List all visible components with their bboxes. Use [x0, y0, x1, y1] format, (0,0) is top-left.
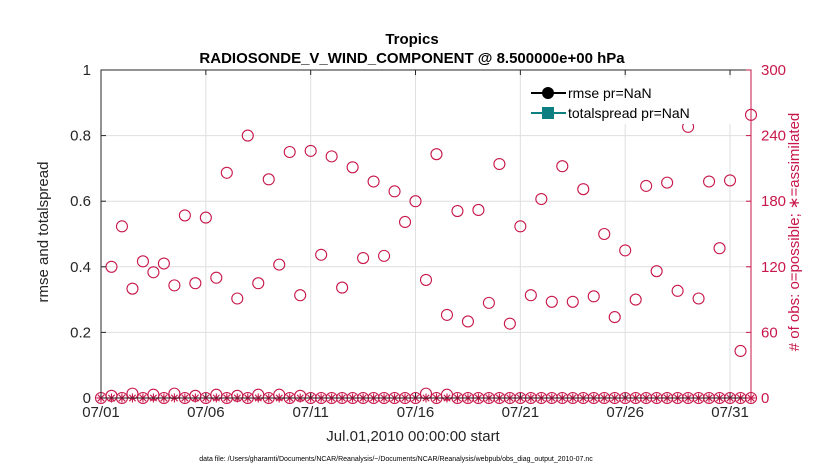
obs-possible-marker [346, 161, 359, 174]
y-right-tick-label: 180 [761, 193, 786, 210]
obs-possible-marker [157, 257, 170, 270]
obs-possible-marker [577, 183, 590, 196]
obs-possible-marker [503, 317, 516, 330]
obs-possible-marker [482, 296, 495, 309]
obs-possible-marker [367, 175, 380, 188]
legend-box [522, 78, 734, 124]
obs-possible-marker [178, 209, 191, 222]
x-axis-label: Jul.01,2010 00:00:00 start [326, 428, 500, 445]
y-left-tick-label: 0.8 [70, 128, 91, 145]
legend-entry-totalspread: totalspread pr=NaN [531, 105, 690, 121]
obs-possible-marker [294, 289, 307, 302]
obs-possible-marker [556, 160, 569, 173]
obs-possible-marker [723, 174, 737, 187]
obs-possible-marker [252, 277, 265, 290]
x-tick-label: 07/21 [502, 404, 540, 421]
legend-totalspread-marker [542, 107, 554, 119]
obs-possible-marker [734, 344, 747, 358]
obs-possible-marker [566, 295, 579, 308]
legend: rmse pr=NaN totalspread pr=NaN [522, 78, 734, 124]
obs-possible-marker [640, 179, 653, 192]
obs-possible-marker [472, 203, 485, 216]
obs-possible-marker [168, 279, 181, 292]
legend-totalspread-label: totalspread pr=NaN [568, 105, 690, 121]
obs-possible-marker [336, 281, 349, 294]
obs-possible-marker [126, 282, 139, 295]
legend-entry-rmse: rmse pr=NaN [531, 85, 652, 101]
obs-possible-marker [315, 248, 328, 261]
x-tick-label: 07/16 [397, 404, 435, 421]
x-tick-label: 07/06 [187, 404, 225, 421]
obs-possible-marker [262, 173, 275, 186]
obs-possible-marker [409, 195, 422, 208]
y-axis-right-label: # of obs: o=possible; ∗=assimilated [786, 113, 803, 352]
obs-possible-marker [598, 227, 611, 241]
obs-possible-marker [199, 211, 212, 224]
obs-possible-marker [524, 289, 537, 302]
y-right-tick-label: 120 [761, 259, 786, 276]
obs-possible-marker [136, 255, 149, 268]
obs-possible-marker [629, 293, 642, 306]
obs-possible-marker [713, 242, 726, 255]
x-tick-label: 07/11 [292, 404, 328, 421]
obs-possible-marker [535, 192, 548, 206]
obs-possible-marker [115, 220, 129, 233]
obs-possible-marker [220, 166, 233, 179]
obs-possible-marker [388, 185, 401, 198]
y-left-tick-label: 0.4 [70, 259, 91, 276]
y-right-tick-label: 60 [761, 324, 778, 341]
obs-possible-marker [430, 148, 443, 161]
y-right-tick-label: 240 [761, 128, 786, 145]
obs-possible-marker [671, 284, 684, 297]
obs-possible-marker [451, 204, 464, 218]
data-markers [94, 108, 758, 405]
obs-possible-marker [378, 249, 391, 262]
obs-possible-marker [147, 266, 160, 279]
chart-title-line2: RADIOSONDE_V_WIND_COMPONENT @ 8.500000e+… [199, 50, 625, 67]
obs-possible-marker [273, 258, 286, 271]
x-tick-label: 07/31 [711, 404, 749, 421]
obs-possible-marker [440, 308, 454, 321]
legend-rmse-marker [542, 87, 554, 99]
obs-possible-marker [545, 295, 558, 308]
axis-ticks: 07/01 07/06 07/11 07/16 07/21 07/26 07/31 0 0 0.2… [70, 62, 786, 421]
y-right-tick-label: 300 [761, 62, 786, 79]
obs-possible-marker [493, 157, 506, 171]
obs-possible-marker [661, 176, 674, 189]
obs-possible-marker [210, 271, 223, 284]
obs-possible-marker [461, 315, 474, 328]
obs-possible-marker [419, 273, 433, 286]
obs-possible-marker [703, 175, 716, 188]
chart-title-line1: Tropics [385, 31, 438, 48]
y-left-tick-label: 0 [83, 390, 91, 407]
x-tick-label: 07/01 [82, 404, 120, 421]
obs-possible-marker [189, 277, 202, 290]
obs-possible-marker [231, 292, 244, 305]
obs-possible-marker [608, 311, 621, 324]
obs-possible-marker [587, 290, 600, 303]
y-right-tick-label: 0 [761, 390, 769, 407]
obs-possible-marker [283, 145, 296, 159]
y-left-tick-label: 0.2 [70, 324, 91, 341]
y-axis-left-label: rmse and totalspread [35, 162, 52, 303]
obs-possible-marker [241, 129, 254, 142]
grid [100, 70, 751, 398]
obs-possible-marker [325, 150, 338, 163]
footnote: data file: /Users/gharamti/Documents/NCA… [199, 456, 593, 463]
obs-possible-marker [650, 265, 663, 278]
x-tick-label: 07/26 [606, 404, 644, 421]
obs-possible-marker [304, 144, 317, 157]
legend-rmse-label: rmse pr=NaN [568, 85, 652, 101]
y-left-tick-label: 1 [83, 62, 91, 79]
obs-possible-marker [514, 220, 527, 233]
obs-possible-marker [357, 252, 370, 265]
obs-possible-marker [619, 244, 632, 257]
y-left-tick-label: 0.6 [70, 193, 91, 210]
obs-possible-marker [398, 215, 412, 229]
obs-possible-marker [692, 292, 705, 305]
